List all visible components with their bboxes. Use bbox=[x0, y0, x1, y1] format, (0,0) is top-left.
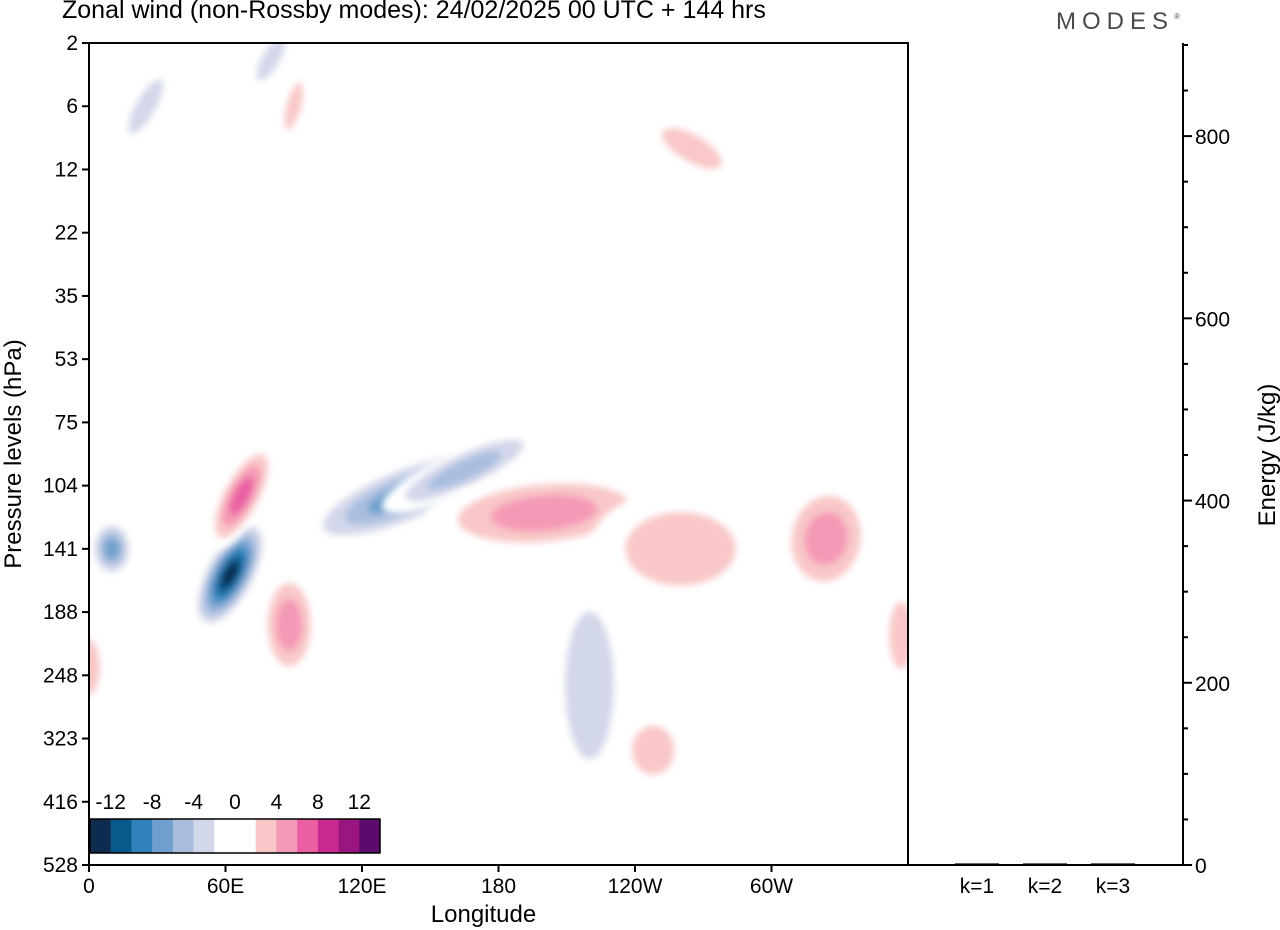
energy-tick-label: 0 bbox=[1195, 855, 1207, 878]
wind-anomaly-westerly bbox=[259, 566, 320, 683]
colorbar-swatch bbox=[255, 819, 277, 853]
contour-band bbox=[490, 494, 598, 532]
y-axis-label: Pressure levels (hPa) bbox=[0, 339, 27, 568]
wind-anomaly-easterly bbox=[549, 565, 630, 806]
energy-axis-label: Energy (J/kg) bbox=[1254, 384, 1280, 527]
wind-anomaly-westerly bbox=[777, 478, 875, 599]
axes bbox=[82, 42, 1192, 872]
energy-tick-label: 600 bbox=[1195, 308, 1230, 331]
contour-band bbox=[275, 598, 303, 651]
y-tick-label: 104 bbox=[43, 475, 78, 498]
contour-band bbox=[661, 127, 722, 169]
colorbar-swatch bbox=[297, 819, 319, 853]
colorbar-label: 4 bbox=[271, 791, 283, 814]
colorbar-label: -4 bbox=[184, 791, 203, 814]
x-tick-label: 60W bbox=[750, 875, 793, 898]
wind-anomaly-westerly bbox=[881, 580, 908, 691]
zonal-wind-heatmap bbox=[89, 43, 908, 806]
y-tick-label: 188 bbox=[43, 601, 78, 624]
contour-band bbox=[564, 611, 615, 760]
colorbar-swatch bbox=[131, 819, 153, 853]
wind-anomaly-westerly bbox=[618, 710, 689, 791]
colorbar-label: -12 bbox=[96, 791, 126, 814]
y-tick-label: 416 bbox=[43, 791, 78, 814]
energy-tick-label: 200 bbox=[1195, 673, 1230, 696]
colorbar bbox=[89, 818, 381, 854]
contour-band bbox=[804, 512, 848, 566]
x-tick-label: 120W bbox=[608, 875, 663, 898]
contour-band bbox=[284, 82, 304, 131]
y-tick-label: 12 bbox=[55, 158, 78, 181]
y-tick-label: 2 bbox=[66, 32, 78, 55]
contour-band bbox=[625, 511, 736, 586]
x-tick-label: 120E bbox=[337, 875, 386, 898]
colorbar-frame bbox=[89, 818, 381, 854]
wind-anomaly-westerly bbox=[643, 114, 741, 182]
energy-category-label: k=2 bbox=[1028, 875, 1062, 898]
colorbar-swatch bbox=[338, 819, 360, 853]
y-tick-label: 528 bbox=[43, 854, 78, 877]
colorbar-swatch bbox=[110, 819, 132, 853]
y-tick-label: 35 bbox=[55, 285, 78, 308]
x-axis-label: Longitude bbox=[431, 901, 536, 928]
energy-tick-label: 400 bbox=[1195, 491, 1230, 514]
contour-band bbox=[222, 562, 238, 587]
y-tick-label: 141 bbox=[43, 538, 78, 561]
contour-band bbox=[631, 725, 675, 775]
colorbar-swatch bbox=[214, 819, 236, 853]
y-tick-label: 248 bbox=[43, 664, 78, 687]
contour-band bbox=[89, 639, 101, 695]
x-tick-label: 180 bbox=[481, 875, 516, 898]
colorbar-label: -8 bbox=[143, 791, 162, 814]
x-tick-label: 60E bbox=[207, 875, 244, 898]
y-tick-label: 53 bbox=[55, 348, 78, 371]
tick-labels: 0 60E 120E 180 120W 60W Longitude 2 6 12 22 35 53 75 1… bbox=[0, 32, 1280, 928]
contour-band bbox=[229, 477, 254, 515]
wind-anomaly-easterly bbox=[247, 43, 295, 95]
energy-category-label: k=3 bbox=[1096, 875, 1130, 898]
wind-anomaly-westerly bbox=[590, 488, 771, 609]
contour-band bbox=[104, 538, 120, 560]
colorbar-swatch bbox=[193, 819, 215, 853]
colorbar-swatch bbox=[276, 819, 298, 853]
colorbar-label: 0 bbox=[229, 791, 241, 814]
contour-band bbox=[256, 43, 286, 81]
wind-anomaly-easterly bbox=[382, 427, 547, 514]
y-tick-label: 22 bbox=[55, 222, 78, 245]
contour-band bbox=[427, 451, 501, 490]
x-tick-label: 0 bbox=[83, 875, 95, 898]
wind-anomaly-westerly bbox=[207, 441, 276, 550]
y-tick-label: 6 bbox=[66, 95, 78, 118]
wind-anomaly-easterly bbox=[89, 518, 134, 579]
brand-text: MODES bbox=[1056, 8, 1175, 35]
colorbar-swatch bbox=[152, 819, 174, 853]
wind-anomaly-westerly bbox=[89, 621, 107, 712]
y-tick-label: 323 bbox=[43, 728, 78, 751]
chart-title: Zonal wind (non-Rossby modes): 24/02/202… bbox=[62, 0, 766, 24]
energy-tick-label: 800 bbox=[1195, 126, 1230, 149]
contour-band bbox=[128, 79, 164, 134]
colorbar-swatch bbox=[235, 819, 257, 853]
contour-band bbox=[888, 601, 908, 670]
colorbar-label: 12 bbox=[348, 791, 371, 814]
y-tick-label: 75 bbox=[55, 411, 78, 434]
registered-mark: ® bbox=[1174, 12, 1180, 21]
wind-anomaly-easterly bbox=[117, 62, 175, 151]
colorbar-swatch bbox=[172, 819, 194, 853]
colorbar-label: 8 bbox=[312, 791, 324, 814]
colorbar-swatch bbox=[317, 819, 339, 853]
colorbar-swatch bbox=[359, 819, 381, 853]
wind-anomaly-easterly bbox=[193, 518, 268, 631]
wind-anomaly-westerly bbox=[278, 67, 310, 145]
modes-logo: MODES® bbox=[1056, 8, 1180, 36]
energy-category-label: k=1 bbox=[960, 875, 994, 898]
colorbar-swatch bbox=[90, 819, 112, 853]
